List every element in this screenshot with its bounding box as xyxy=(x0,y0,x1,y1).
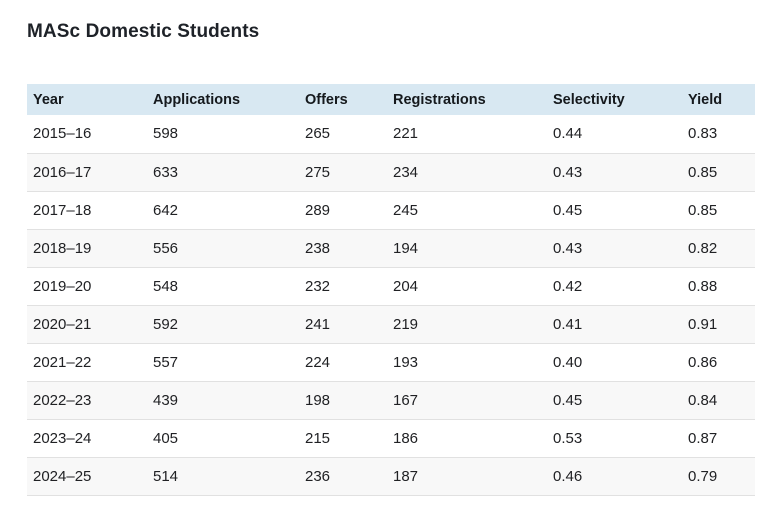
table-body: 2015–16 598 265 221 0.44 0.83 2016–17 633 275 234… xyxy=(27,115,755,496)
year-cell: 2024–25 xyxy=(27,457,147,496)
value-cell: 0.40 xyxy=(547,343,682,382)
value-cell: 0.88 xyxy=(682,267,755,306)
value-cell: 0.45 xyxy=(547,381,682,420)
value-cell: 275 xyxy=(299,153,387,192)
value-cell: 0.84 xyxy=(682,381,755,420)
year-cell: 2015–16 xyxy=(27,115,147,154)
table-row: 2020–21 592 241 219 0.41 0.91 xyxy=(27,305,755,344)
year-cell: 2022–23 xyxy=(27,381,147,420)
table-row: 2024–25 514 236 187 0.46 0.79 xyxy=(27,457,755,496)
header-row: Year Applications Offers Registrations Selec… xyxy=(27,84,755,115)
value-cell: 194 xyxy=(387,229,547,268)
value-cell: 186 xyxy=(387,419,547,458)
table-row: 2023–24 405 215 186 0.53 0.87 xyxy=(27,419,755,458)
page-content: MASc Domestic Students Year Applications O… xyxy=(27,21,755,496)
column-header-selectivity: Selectivity xyxy=(553,91,625,108)
table-row: 2015–16 598 265 221 0.44 0.83 xyxy=(27,115,755,154)
value-cell: 193 xyxy=(387,343,547,382)
value-cell: 236 xyxy=(299,457,387,496)
value-cell: 592 xyxy=(147,305,299,344)
value-cell: 0.82 xyxy=(682,229,755,268)
value-cell: 405 xyxy=(147,419,299,458)
value-cell: 265 xyxy=(299,115,387,154)
table-header: Year Applications Offers Registrations Selec… xyxy=(27,84,755,115)
value-cell: 204 xyxy=(387,267,547,306)
value-cell: 0.83 xyxy=(682,115,755,154)
column-header-year: Year xyxy=(33,91,64,108)
value-cell: 557 xyxy=(147,343,299,382)
table-row: 2017–18 642 289 245 0.45 0.85 xyxy=(27,191,755,230)
table-row: 2022–23 439 198 167 0.45 0.84 xyxy=(27,381,755,420)
column-header-yield: Yield xyxy=(688,91,723,108)
value-cell: 0.41 xyxy=(547,305,682,344)
page-title: MASc Domestic Students xyxy=(27,21,260,42)
table-row: 2021–22 557 224 193 0.40 0.86 xyxy=(27,343,755,382)
value-cell: 548 xyxy=(147,267,299,306)
value-cell: 232 xyxy=(299,267,387,306)
year-cell: 2023–24 xyxy=(27,419,147,458)
value-cell: 245 xyxy=(387,191,547,230)
value-cell: 198 xyxy=(299,381,387,420)
value-cell: 0.85 xyxy=(682,153,755,192)
column-header-registrations: Registrations xyxy=(393,91,486,108)
column-header-applications: Applications xyxy=(153,91,241,108)
value-cell: 167 xyxy=(387,381,547,420)
value-cell: 0.44 xyxy=(547,115,682,154)
admissions-stats-table: Year Applications Offers Registrations Selec… xyxy=(27,84,755,496)
year-cell: 2017–18 xyxy=(27,191,147,230)
value-cell: 0.87 xyxy=(682,419,755,458)
table-row: 2016–17 633 275 234 0.43 0.85 xyxy=(27,153,755,192)
year-cell: 2016–17 xyxy=(27,153,147,192)
value-cell: 642 xyxy=(147,191,299,230)
value-cell: 0.42 xyxy=(547,267,682,306)
column-header-offers: Offers xyxy=(305,91,348,108)
value-cell: 439 xyxy=(147,381,299,420)
value-cell: 0.91 xyxy=(682,305,755,344)
year-cell: 2019–20 xyxy=(27,267,147,306)
table-row: 2018–19 556 238 194 0.43 0.82 xyxy=(27,229,755,268)
value-cell: 0.79 xyxy=(682,457,755,496)
year-cell: 2021–22 xyxy=(27,343,147,382)
value-cell: 215 xyxy=(299,419,387,458)
value-cell: 234 xyxy=(387,153,547,192)
value-cell: 0.46 xyxy=(547,457,682,496)
table-row: 2019–20 548 232 204 0.42 0.88 xyxy=(27,267,755,306)
value-cell: 241 xyxy=(299,305,387,344)
value-cell: 0.43 xyxy=(547,229,682,268)
value-cell: 219 xyxy=(387,305,547,344)
value-cell: 224 xyxy=(299,343,387,382)
value-cell: 514 xyxy=(147,457,299,496)
value-cell: 633 xyxy=(147,153,299,192)
value-cell: 289 xyxy=(299,191,387,230)
value-cell: 187 xyxy=(387,457,547,496)
value-cell: 0.45 xyxy=(547,191,682,230)
value-cell: 556 xyxy=(147,229,299,268)
value-cell: 238 xyxy=(299,229,387,268)
value-cell: 0.86 xyxy=(682,343,755,382)
value-cell: 0.53 xyxy=(547,419,682,458)
year-cell: 2020–21 xyxy=(27,305,147,344)
value-cell: 221 xyxy=(387,115,547,154)
year-cell: 2018–19 xyxy=(27,229,147,268)
value-cell: 0.43 xyxy=(547,153,682,192)
value-cell: 0.85 xyxy=(682,191,755,230)
value-cell: 598 xyxy=(147,115,299,154)
